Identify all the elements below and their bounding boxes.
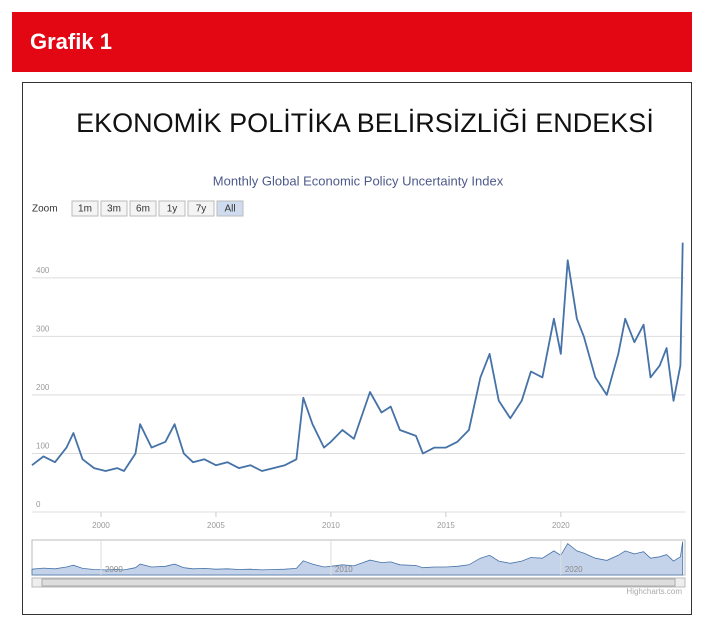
- header-title: Grafik 1: [30, 29, 112, 54]
- header-bar: [12, 12, 692, 72]
- y-tick-label: 400: [36, 266, 50, 275]
- range-button-label[interactable]: 1y: [167, 204, 178, 215]
- range-button[interactable]: [216, 200, 244, 217]
- range-button-label[interactable]: All: [224, 204, 235, 215]
- navigator-tick-label: 2010: [335, 565, 353, 574]
- zoom-label: Zoom: [32, 204, 58, 215]
- chart-title: Monthly Global Economic Policy Uncertain…: [213, 173, 504, 188]
- x-tick-label: 2010: [322, 521, 340, 530]
- x-tick-label: 2015: [437, 521, 455, 530]
- range-button-label[interactable]: 7y: [196, 204, 207, 215]
- range-button-label[interactable]: 1m: [78, 204, 92, 215]
- series-line: [31, 242, 684, 472]
- navigator-tick-label: 2000: [105, 565, 123, 574]
- navigator-tick-label: 2020: [565, 565, 583, 574]
- range-button[interactable]: [71, 200, 99, 217]
- credit: Highcharts.com: [626, 587, 682, 596]
- range-button-label[interactable]: 6m: [136, 204, 150, 215]
- x-tick-label: 2020: [552, 521, 570, 530]
- x-tick-label: 2005: [207, 521, 225, 530]
- range-button[interactable]: [100, 200, 128, 217]
- y-tick-label: 300: [36, 324, 50, 333]
- chart-heading: EKONOMİK POLİTİKA BELİRSİZLİĞİ ENDEKSİ: [76, 107, 654, 138]
- y-tick-label: 0: [36, 500, 41, 509]
- scrollbar-thumb[interactable]: [41, 578, 676, 587]
- navigator-area: [31, 541, 684, 576]
- y-tick-label: 200: [36, 383, 50, 392]
- y-tick-label: 100: [36, 442, 50, 451]
- x-tick-label: 2000: [92, 521, 110, 530]
- range-button[interactable]: [187, 200, 215, 217]
- range-button-label[interactable]: 3m: [107, 204, 121, 215]
- chart-frame: [22, 82, 692, 615]
- range-button[interactable]: [129, 200, 157, 217]
- range-button[interactable]: [158, 200, 186, 217]
